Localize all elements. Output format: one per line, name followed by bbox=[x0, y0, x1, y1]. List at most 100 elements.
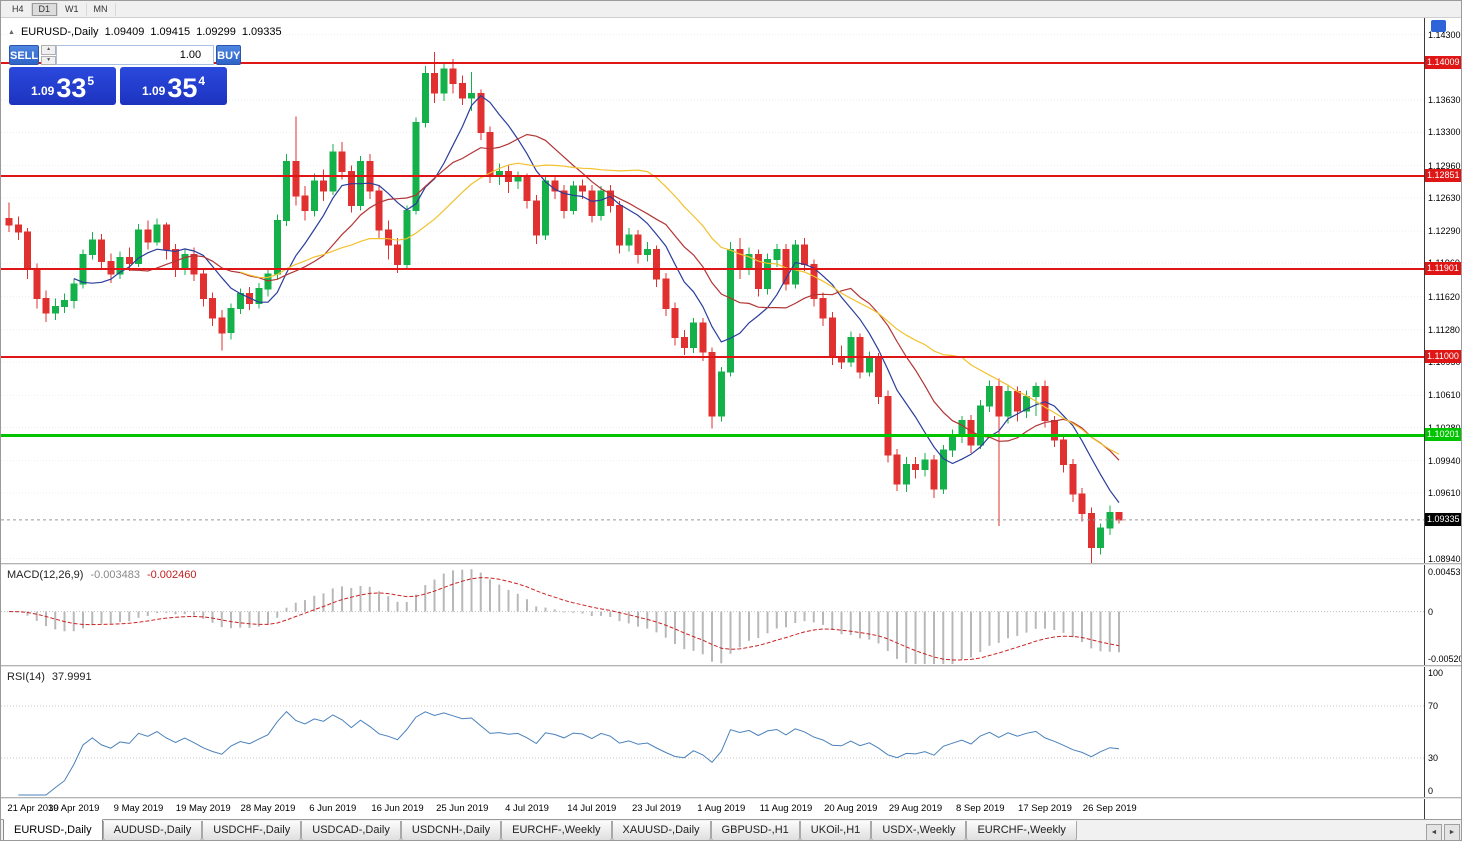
chart-tab-eurchf-weekly[interactable]: EURCHF-,Weekly bbox=[966, 821, 1077, 840]
candle bbox=[791, 239, 799, 289]
candle bbox=[560, 185, 568, 219]
chart-tab-usdchf-daily[interactable]: USDCHF-,Daily bbox=[202, 821, 302, 840]
candle bbox=[292, 116, 300, 206]
candle bbox=[310, 173, 318, 217]
chart-tab-usdcnh-daily[interactable]: USDCNH-,Daily bbox=[400, 821, 502, 840]
buy-price-button[interactable]: 1.09 35 4 bbox=[120, 67, 227, 105]
chart-tab-xauusd-daily[interactable]: XAUUSD-,Daily bbox=[611, 821, 711, 840]
candle bbox=[588, 185, 596, 223]
chart-tab-eurchf-weekly[interactable]: EURCHF-,Weekly bbox=[501, 821, 612, 840]
tab-scroll-right-button[interactable]: ► bbox=[1444, 824, 1460, 840]
volume-input[interactable] bbox=[56, 45, 215, 65]
candle bbox=[1041, 380, 1049, 428]
pane-separator[interactable] bbox=[1, 665, 1461, 667]
price-line-badge: 1.10201 bbox=[1425, 428, 1461, 442]
chart-area: ▲ EURUSD-,Daily 1.09409 1.09415 1.09299 … bbox=[1, 18, 1461, 819]
candle bbox=[847, 331, 855, 367]
candle bbox=[754, 249, 762, 297]
candle bbox=[458, 75, 466, 105]
volume-spinner: ▲ ▼ bbox=[41, 45, 57, 65]
candle bbox=[394, 237, 401, 274]
sell-price-button[interactable]: 1.09 33 5 bbox=[9, 67, 116, 105]
date-axis-label: 20 Aug 2019 bbox=[824, 803, 878, 814]
candle bbox=[865, 351, 873, 377]
candle bbox=[320, 169, 327, 201]
pane-separator[interactable] bbox=[1, 563, 1461, 565]
volume-decrease-button[interactable]: ▼ bbox=[41, 55, 57, 65]
candle bbox=[5, 202, 13, 233]
date-axis-label: 11 Aug 2019 bbox=[759, 803, 813, 814]
candle bbox=[717, 366, 725, 422]
candle bbox=[449, 59, 457, 94]
chart-tab-gbpusd-h1[interactable]: GBPUSD-,H1 bbox=[710, 821, 800, 840]
rsi-indicator-label: RSI(14) 37.9991 bbox=[7, 671, 92, 683]
main-chart[interactable] bbox=[1, 18, 1424, 563]
candle bbox=[819, 292, 827, 326]
date-axis-label: 14 Jul 2019 bbox=[567, 803, 617, 814]
candle bbox=[597, 186, 605, 221]
collapse-arrow-icon[interactable]: ▲ bbox=[8, 28, 15, 36]
price-axis-label: 1.10280 bbox=[1428, 423, 1461, 433]
tab-scroll-left-button[interactable]: ◄ bbox=[1426, 824, 1442, 840]
timeframe-button-d1[interactable]: D1 bbox=[31, 2, 59, 16]
date-axis[interactable]: 21 Apr 2019 30 Apr 2019 9 May 2019 19 May 2… bbox=[1, 799, 1424, 819]
volume-control: ▲ ▼ bbox=[41, 45, 215, 65]
quote-high: 1.09415 bbox=[150, 26, 191, 38]
timeframe-button-h4[interactable]: H4 bbox=[5, 2, 32, 16]
price-axis[interactable]: 1.14300 1.13630 1.13300 1.12960 1.12630 1.122… bbox=[1424, 18, 1461, 819]
chart-tab-eurusd-daily[interactable]: EURUSD-,Daily bbox=[3, 819, 103, 840]
candle bbox=[181, 249, 189, 276]
candle bbox=[569, 181, 577, 215]
rsi-axis-label: 70 bbox=[1428, 701, 1439, 711]
candle bbox=[976, 400, 984, 449]
buy-button[interactable]: BUY bbox=[216, 45, 242, 65]
chart-tab-ukoil-h1[interactable]: UKOil-,H1 bbox=[799, 821, 872, 840]
candle bbox=[745, 247, 753, 276]
ma-line-14 bbox=[129, 133, 1120, 461]
candle bbox=[1078, 488, 1086, 522]
candle bbox=[736, 237, 744, 279]
candle bbox=[338, 142, 346, 180]
candle bbox=[218, 310, 226, 351]
chart-tab-usdx-weekly[interactable]: USDX-,Weekly bbox=[871, 821, 967, 840]
candle bbox=[384, 220, 392, 260]
date-axis-label: 26 Sep 2019 bbox=[1082, 803, 1137, 814]
candle bbox=[301, 186, 309, 221]
price-line-badge: 1.11901 bbox=[1425, 262, 1461, 276]
candle bbox=[1106, 505, 1114, 535]
candle bbox=[421, 65, 429, 128]
price-axis-label: 1.10610 bbox=[1428, 390, 1461, 401]
candle bbox=[902, 456, 910, 492]
date-axis-label: 19 May 2019 bbox=[175, 803, 231, 814]
candle bbox=[412, 117, 420, 215]
price-axis-label: 1.14300 bbox=[1428, 29, 1461, 40]
quote-close: 1.09335 bbox=[241, 26, 282, 38]
candle bbox=[921, 452, 929, 477]
candle bbox=[514, 171, 522, 189]
chart-tabs: EURUSD-,Daily AUDUSD-,Daily USDCHF-,Daily U… bbox=[1, 819, 1461, 840]
ma-line-26 bbox=[240, 162, 1120, 455]
candle bbox=[24, 228, 31, 279]
price-axis-label: 1.11280 bbox=[1428, 324, 1460, 335]
timeframe-button-w1[interactable]: W1 bbox=[58, 2, 87, 16]
candle bbox=[1087, 507, 1095, 563]
chart-tab-audusd-daily[interactable]: AUDUSD-,Daily bbox=[102, 821, 203, 840]
macd-value: -0.003483 bbox=[90, 569, 140, 581]
candle bbox=[662, 273, 670, 317]
timeframe-button-mn[interactable]: MN bbox=[87, 2, 116, 16]
candle bbox=[209, 292, 216, 326]
pane-separator[interactable] bbox=[1, 797, 1461, 799]
chart-tab-usdcad-daily[interactable]: USDCAD-,Daily bbox=[301, 821, 401, 840]
candle bbox=[116, 251, 124, 279]
candle bbox=[949, 429, 956, 457]
price-axis-label: 1.12290 bbox=[1428, 226, 1461, 237]
date-axis-label: 16 Jun 2019 bbox=[371, 803, 424, 814]
candle bbox=[579, 179, 586, 199]
price-axis-label: 1.09610 bbox=[1428, 488, 1461, 499]
timeframe-button-group: H4 D1 W1 MN bbox=[5, 2, 116, 16]
sell-price-pips: 33 bbox=[56, 73, 87, 103]
sell-button[interactable]: SELL bbox=[9, 45, 40, 65]
rsi-value: 37.9991 bbox=[51, 671, 92, 683]
volume-increase-button[interactable]: ▲ bbox=[41, 45, 57, 55]
date-axis-label: 6 Jun 2019 bbox=[309, 803, 357, 814]
